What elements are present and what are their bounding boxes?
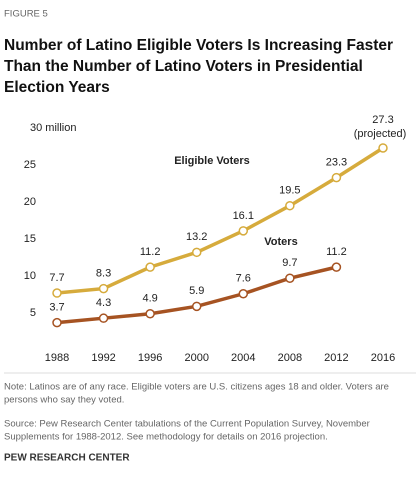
chart-title: Than the Number of Latino Voters in Pres… xyxy=(4,58,363,75)
series-line xyxy=(56,146,384,295)
x-tick-label: 2008 xyxy=(278,352,302,364)
point xyxy=(191,301,202,312)
source: Supplements for 1988-2012. See methodolo… xyxy=(4,432,328,443)
y-tick-label: 30 million xyxy=(30,122,76,134)
x-tick-label: 1992 xyxy=(91,352,115,364)
chart-title: Number of Latino Eligible Voters Is Incr… xyxy=(4,37,393,54)
point xyxy=(238,289,249,299)
point xyxy=(145,262,155,272)
data-label: 4.3 xyxy=(96,297,111,309)
data-label: 4.9 xyxy=(142,293,157,305)
x-tick-label: 2016 xyxy=(371,352,395,364)
point xyxy=(52,317,62,328)
x-tick-label: 1996 xyxy=(138,352,162,364)
data-label: 9.7 xyxy=(282,257,297,269)
x-tick-label: 2000 xyxy=(184,352,208,364)
x-tick-label: 2012 xyxy=(324,352,348,364)
chart-title: Election Years xyxy=(4,79,110,96)
figure-label: FIGURE 5 xyxy=(4,9,48,20)
data-label: 19.5 xyxy=(279,185,300,197)
point xyxy=(98,283,109,294)
y-tick-label: 10 xyxy=(24,270,36,282)
point xyxy=(331,262,342,272)
note: persons who say they voted. xyxy=(4,395,124,406)
data-label: 11.2 xyxy=(326,246,347,258)
source: Source: Pew Research Center tabulations … xyxy=(4,419,370,430)
y-tick-label: 20 xyxy=(24,196,36,208)
point xyxy=(191,247,202,258)
data-label: 13.2 xyxy=(186,231,207,243)
series-label: Eligible Voters xyxy=(174,155,250,167)
annotation: (projected) xyxy=(354,128,407,140)
data-label: 5.9 xyxy=(189,285,204,297)
x-tick-label: 1988 xyxy=(45,352,69,364)
point xyxy=(98,313,109,323)
point xyxy=(285,200,295,211)
y-tick-label: 25 xyxy=(24,159,36,171)
point xyxy=(331,172,342,183)
data-label: 7.6 xyxy=(236,273,251,285)
series-label: Voters xyxy=(264,236,297,248)
x-tick-label: 2004 xyxy=(231,352,255,364)
data-label: 3.7 xyxy=(49,302,64,314)
y-tick-label: 15 xyxy=(24,233,36,245)
point xyxy=(238,226,249,236)
data-label: 8.3 xyxy=(96,267,111,279)
point xyxy=(145,308,155,319)
note: Note: Latinos are of any race. Eligible … xyxy=(4,382,389,393)
data-label: 23.3 xyxy=(326,156,347,168)
data-label: 16.1 xyxy=(233,210,254,222)
footer: PEW RESEARCH CENTER xyxy=(4,453,130,464)
point xyxy=(378,143,388,153)
point xyxy=(52,288,62,298)
y-tick-label: 5 xyxy=(30,307,36,319)
data-label: 11.2 xyxy=(140,246,161,258)
data-label: 7.7 xyxy=(49,272,64,284)
data-label: 27.3 xyxy=(372,114,393,126)
point xyxy=(285,273,295,283)
